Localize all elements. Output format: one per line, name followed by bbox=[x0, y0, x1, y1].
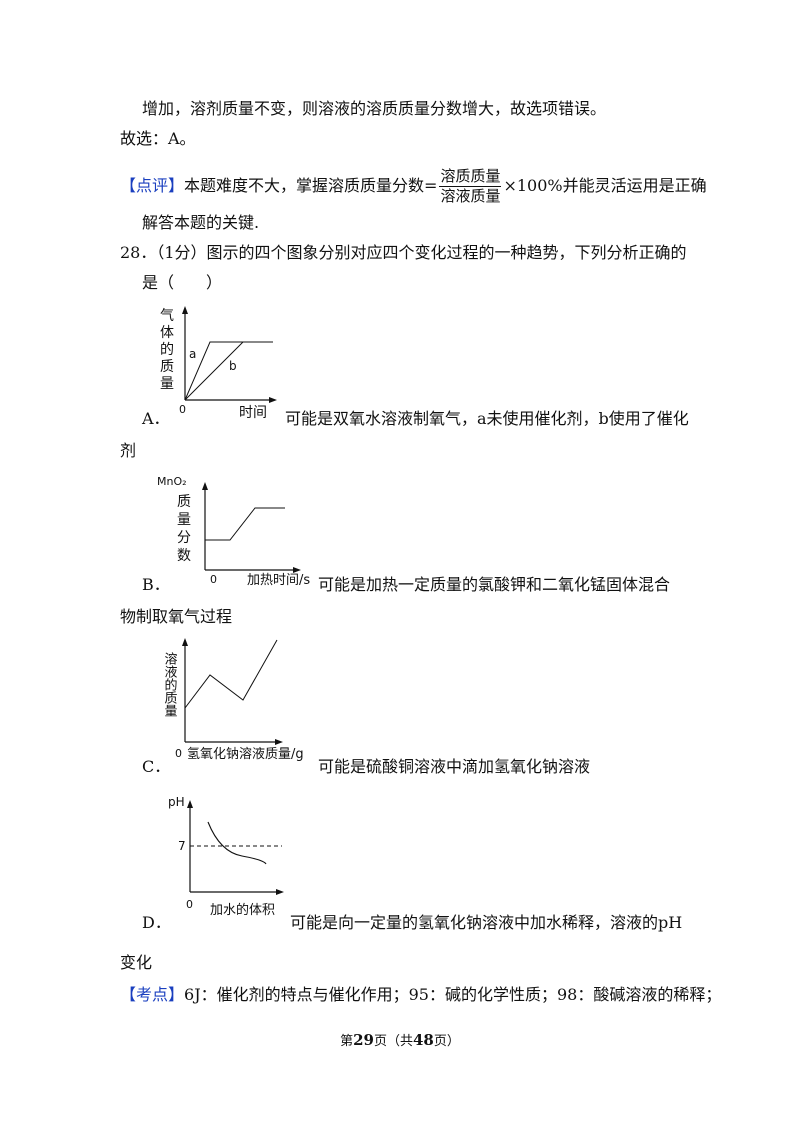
footer-post: 页） bbox=[433, 1034, 460, 1049]
graph-b-ylabel-2: 量 bbox=[177, 512, 191, 528]
graph-d-xlabel: 加水的体积 bbox=[210, 902, 275, 918]
footer-mid: 页（共 bbox=[373, 1034, 413, 1049]
question-stem-line-1: 28．（1分）图示的四个图象分别对应四个变化过程的一种趋势，下列分析正确的 bbox=[120, 243, 687, 262]
option-b-graph: MnO₂ 质 量 分 数 0 加热时间/s bbox=[157, 475, 310, 588]
graph-a-origin: 0 bbox=[179, 403, 186, 416]
graph-b-curve bbox=[205, 507, 285, 541]
graph-a-label-b: b bbox=[229, 359, 237, 373]
option-a-text-1: 可能是双氧水溶液制氧气，a未使用催化剂，b使用了催化 bbox=[285, 409, 689, 428]
graph-a-ylabel-2: 体 bbox=[160, 325, 174, 341]
graph-d-y-arrow bbox=[187, 800, 193, 808]
graph-b-xlabel: 加热时间/s bbox=[247, 573, 310, 588]
comment-line: 【点评】本题难度不大，掌握溶质质量分数= 溶质质量 溶液质量 ×100%并能灵活运用是… bbox=[120, 168, 707, 205]
graph-a-curve-b bbox=[184, 341, 244, 401]
option-b-text-2: 物制取氧气过程 bbox=[120, 607, 233, 626]
graph-b-ylabel-3: 分 bbox=[177, 530, 191, 546]
mass-fraction-formula: 溶质质量 溶液质量 bbox=[439, 167, 502, 205]
graph-d-curve bbox=[207, 821, 267, 865]
option-d-letter: D． bbox=[142, 913, 171, 932]
graph-b-ylabel-4: 数 bbox=[177, 548, 191, 564]
graph-a-ylabel-4: 质 bbox=[160, 359, 174, 375]
graph-a-x-arrow bbox=[269, 397, 277, 403]
comment-post: ×100%并能灵活运用是正确 bbox=[503, 176, 707, 195]
footer-page-number: 29 bbox=[353, 1031, 374, 1049]
comment-tag: 【点评】 bbox=[120, 176, 185, 195]
footer-total-pages: 48 bbox=[413, 1031, 434, 1049]
option-d-graph: pH 7 0 加水的体积 bbox=[168, 795, 284, 918]
graph-a-y-arrow bbox=[182, 306, 188, 314]
graph-a-ylabel-1: 气 bbox=[160, 308, 174, 324]
graph-b-y-arrow bbox=[202, 482, 208, 490]
fraction-denominator: 溶液质量 bbox=[440, 187, 501, 205]
option-a-letter: A． bbox=[142, 409, 170, 428]
graph-b-ytitle: MnO₂ bbox=[157, 475, 187, 488]
footer-pre: 第 bbox=[340, 1034, 354, 1049]
option-c-graph: 溶液的质量 0 氢氧化钠溶液质量/g bbox=[162, 638, 304, 762]
option-b-letter: B． bbox=[142, 575, 170, 594]
graph-a-ylabel-3: 的 bbox=[160, 342, 174, 358]
graph-c-x-arrow bbox=[275, 739, 283, 745]
option-c-text-1: 可能是硫酸铜溶液中滴加氢氧化钠溶液 bbox=[318, 757, 591, 776]
graph-c-y-arrow bbox=[182, 638, 188, 646]
fraction-numerator: 溶质质量 bbox=[439, 167, 502, 187]
graph-a-xlabel: 时间 bbox=[239, 405, 267, 421]
graph-d-ylabel: pH bbox=[168, 795, 185, 809]
graph-b-origin: 0 bbox=[210, 573, 217, 586]
kaodian-tag: 【考点】 bbox=[120, 985, 185, 1004]
option-a-text-2: 剂 bbox=[120, 441, 137, 460]
kaodian-line: 【考点】6J：催化剂的特点与催化作用；95：碱的化学性质；98：酸碱溶液的稀释； bbox=[120, 984, 721, 1006]
graph-c-xlabel: 氢氧化钠溶液质量/g bbox=[187, 747, 304, 762]
graph-b-ylabel-1: 质 bbox=[177, 494, 191, 510]
question-stem-line-2: 是（ ） bbox=[142, 273, 223, 292]
graph-d-x-arrow bbox=[276, 889, 284, 895]
option-d-text-1: 可能是向一定量的氢氧化钠溶液中加水稀释，溶液的pH bbox=[290, 913, 683, 932]
graph-d-ph7-label: 7 bbox=[178, 839, 186, 853]
graph-c-curve bbox=[184, 639, 278, 709]
graph-a-ylabel-5: 量 bbox=[160, 376, 174, 392]
answer-line: 故选：A。 bbox=[120, 129, 196, 148]
graph-c-ylabel: 溶液的质量 bbox=[162, 652, 178, 717]
kaodian-text: 6J：催化剂的特点与催化作用；95：碱的化学性质；98：酸碱溶液的稀释； bbox=[184, 985, 722, 1004]
option-d-text-2: 变化 bbox=[120, 953, 153, 972]
comment-pre: 本题难度不大，掌握溶质质量分数= bbox=[184, 176, 438, 195]
option-a-graph: 气 体 的 质 量 a b 0 时间 bbox=[160, 306, 277, 421]
graph-a-label-a: a bbox=[189, 347, 196, 361]
option-b-text-1: 可能是加热一定质量的氯酸钾和二氧化锰固体混合 bbox=[318, 575, 671, 594]
graph-c-origin: 0 bbox=[175, 747, 182, 760]
comment-line-2: 解答本题的关键. bbox=[142, 213, 260, 232]
graph-b-x-arrow bbox=[293, 567, 301, 573]
option-c-letter: C． bbox=[142, 757, 171, 776]
solution-line-1: 增加，溶剂质量不变，则溶液的溶质质量分数增大，故选项错误。 bbox=[142, 99, 607, 118]
graph-a-curve-a bbox=[184, 341, 273, 401]
page-footer: 第29页（共48页） bbox=[0, 1030, 800, 1049]
graph-d-origin: 0 bbox=[186, 898, 193, 911]
